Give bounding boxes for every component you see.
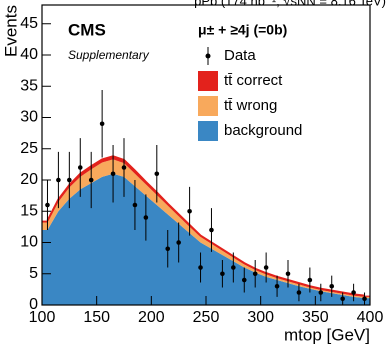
- y-tick-label: 25: [20, 140, 38, 157]
- data-point: [351, 290, 356, 295]
- data-point: [252, 271, 258, 277]
- data-point: [340, 296, 345, 302]
- y-axis-label: Events: [1, 5, 20, 57]
- y-tick-label: 20: [20, 171, 38, 188]
- data-point: [241, 277, 247, 283]
- x-tick-label: 200: [138, 309, 165, 326]
- data-point: [231, 265, 236, 270]
- x-tick-label: 150: [83, 309, 110, 326]
- subtitle: Supplementary: [68, 48, 150, 62]
- data-point: [329, 283, 335, 289]
- y-tick-label: 30: [20, 109, 38, 126]
- experiment-label: CMS: [68, 20, 106, 39]
- legend-marker: [205, 53, 211, 59]
- data-point: [132, 202, 138, 208]
- data-point: [165, 246, 171, 252]
- data-point: [274, 283, 280, 289]
- data-point: [143, 215, 149, 220]
- y-tick-label: 15: [20, 202, 38, 219]
- data-point: [99, 121, 105, 127]
- data-point: [285, 271, 291, 277]
- legend-label: tt̄ correct: [224, 72, 283, 89]
- data-point: [45, 202, 50, 208]
- data-point: [154, 171, 160, 177]
- data-point: [67, 177, 72, 183]
- data-point: [209, 227, 214, 233]
- y-tick-label: 35: [20, 77, 38, 94]
- data-point: [362, 296, 367, 302]
- x-tick-label: 100: [29, 309, 56, 326]
- data-point: [263, 265, 269, 270]
- data-point: [56, 177, 61, 183]
- data-point: [77, 165, 83, 170]
- legend-title: μ± + ≥4j (=0b): [198, 22, 287, 38]
- y-tick-label: 40: [20, 46, 38, 63]
- legend-swatch: [198, 121, 218, 141]
- data-point: [318, 290, 324, 295]
- legend-label: Data: [224, 47, 256, 64]
- data-point: [187, 208, 192, 214]
- data-point: [307, 277, 313, 283]
- y-tick-label: 5: [29, 265, 38, 282]
- x-tick-label: 250: [193, 309, 220, 326]
- y-tick-label: 0: [29, 296, 38, 313]
- x-tick-label: 400: [357, 309, 384, 326]
- data-point: [176, 240, 181, 245]
- x-axis-label: mtop [GeV]: [284, 325, 370, 344]
- data-point: [110, 171, 116, 177]
- y-tick-label: 45: [20, 15, 38, 32]
- legend-swatch: [198, 96, 218, 116]
- data-point: [220, 271, 225, 277]
- stack-outline: [46, 155, 365, 297]
- x-tick-label: 350: [302, 309, 329, 326]
- legend-label: background: [224, 122, 302, 139]
- x-tick-label: 300: [247, 309, 274, 326]
- legend-label: tt̄ wrong: [224, 97, 277, 114]
- data-point: [198, 265, 203, 270]
- chart-title: pPb (174 nb⁻¹, √sNN = 8.16 TeV): [194, 0, 386, 8]
- data-point: [296, 290, 302, 295]
- data-point: [88, 177, 94, 183]
- y-tick-label: 10: [20, 234, 38, 251]
- legend-swatch: [198, 71, 218, 91]
- data-point: [121, 165, 127, 170]
- stack-area: [42, 173, 370, 305]
